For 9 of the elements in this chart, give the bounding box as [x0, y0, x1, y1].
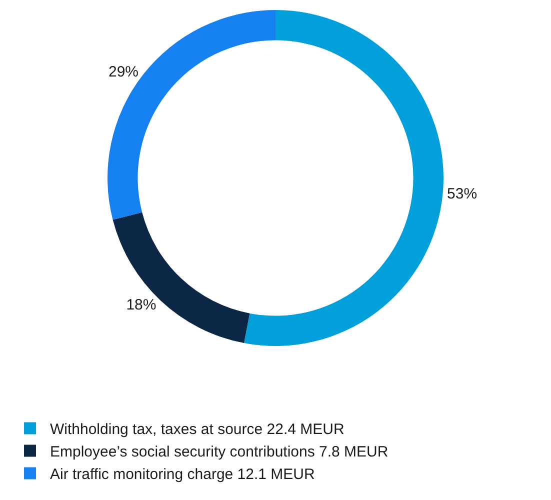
data-label: 29% — [108, 63, 139, 80]
legend-label: Employee’s social security contributions 7.8 MEUR — [50, 444, 388, 461]
data-label: 53% — [447, 185, 478, 202]
data-label: 18% — [126, 296, 156, 314]
donut-slice — [108, 10, 276, 220]
donut-slice — [244, 10, 444, 346]
donut-slice — [112, 212, 250, 344]
legend-label: Air traffic monitoring charge 12.1 MEUR — [50, 466, 315, 484]
legend-label: Withholding tax, taxes at source 22.4 MEUR — [50, 421, 344, 438]
